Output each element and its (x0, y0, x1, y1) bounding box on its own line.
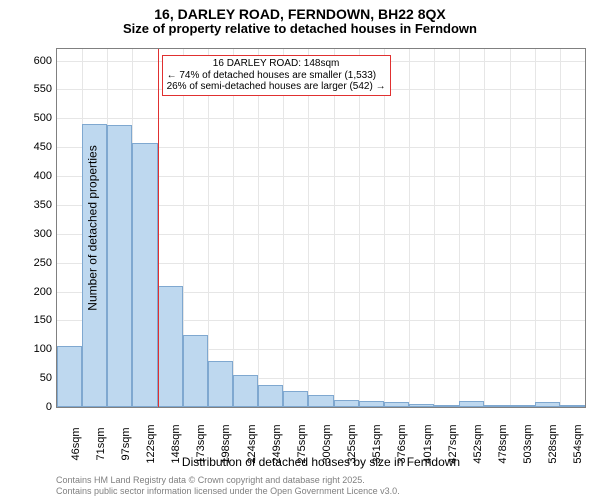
histogram-bar (183, 335, 208, 407)
title-line-2: Size of property relative to detached ho… (0, 22, 600, 37)
histogram-bar (384, 402, 409, 407)
histogram-bar (258, 385, 283, 407)
y-tick-label: 600 (34, 55, 52, 67)
x-tick-label: 401sqm (422, 424, 434, 463)
x-tick-label: 275sqm (296, 424, 308, 463)
chart-container: 16, DARLEY ROAD, FERNDOWN, BH22 8QX Size… (0, 0, 600, 500)
x-tick-label: 173sqm (195, 424, 207, 463)
x-tick-label: 71sqm (95, 427, 107, 460)
footer-line-2: Contains public sector information licen… (56, 486, 400, 496)
histogram-bar (484, 405, 509, 407)
y-tick-label: 150 (34, 314, 52, 326)
grid-line-v (409, 49, 410, 407)
y-tick-label: 200 (34, 286, 52, 298)
x-tick-label: 427sqm (447, 424, 459, 463)
x-tick-label: 376sqm (396, 424, 408, 463)
y-tick-label: 250 (34, 257, 52, 269)
grid-line-v (510, 49, 511, 407)
y-tick-label: 350 (34, 199, 52, 211)
grid-line-h (57, 118, 585, 119)
grid-line-v (535, 49, 536, 407)
x-tick-label: 478sqm (497, 424, 509, 463)
callout-line-1: 16 DARLEY ROAD: 148sqm (167, 58, 386, 70)
y-tick-label: 50 (40, 372, 52, 384)
grid-line-v (258, 49, 259, 407)
histogram-bar (560, 405, 585, 407)
histogram-bar (434, 405, 459, 407)
x-tick-label: 503sqm (522, 424, 534, 463)
grid-line-v (308, 49, 309, 407)
histogram-bar (308, 395, 333, 407)
histogram-bar (57, 346, 82, 407)
x-tick-label: 249sqm (271, 424, 283, 463)
grid-line-v (560, 49, 561, 407)
x-tick-label: 300sqm (321, 424, 333, 463)
x-tick-label: 554sqm (572, 424, 584, 463)
x-tick-label: 148sqm (170, 424, 182, 463)
callout-line-3: 26% of semi-detached houses are larger (… (167, 81, 386, 93)
histogram-bar (107, 125, 132, 407)
grid-line-v (359, 49, 360, 407)
y-tick-label: 300 (34, 228, 52, 240)
plot-area: 16 DARLEY ROAD: 148sqm← 74% of detached … (56, 48, 586, 408)
grid-line-v (459, 49, 460, 407)
footer-line-1: Contains HM Land Registry data © Crown c… (56, 475, 400, 485)
x-tick-label: 325sqm (346, 424, 358, 463)
footer-credits: Contains HM Land Registry data © Crown c… (56, 475, 400, 496)
histogram-bar (510, 405, 535, 407)
y-tick-label: 450 (34, 141, 52, 153)
y-axis-label: Number of detached properties (86, 145, 100, 310)
histogram-bar (409, 404, 434, 407)
grid-line-v (208, 49, 209, 407)
callout-line-2: ← 74% of detached houses are smaller (1,… (167, 70, 386, 82)
highlight-callout: 16 DARLEY ROAD: 148sqm← 74% of detached … (162, 55, 391, 96)
grid-line-v (233, 49, 234, 407)
histogram-bar (535, 402, 560, 407)
x-tick-label: 224sqm (246, 424, 258, 463)
y-tick-label: 400 (34, 170, 52, 182)
x-tick-label: 351sqm (371, 424, 383, 463)
grid-line-v (434, 49, 435, 407)
x-tick-label: 528sqm (547, 424, 559, 463)
x-tick-label: 46sqm (70, 427, 82, 460)
title-line-1: 16, DARLEY ROAD, FERNDOWN, BH22 8QX (0, 6, 600, 22)
x-tick-label: 198sqm (220, 424, 232, 463)
grid-line-v (384, 49, 385, 407)
histogram-bar (359, 401, 384, 407)
x-tick-label: 452sqm (472, 424, 484, 463)
y-tick-label: 0 (46, 401, 52, 413)
chart-title: 16, DARLEY ROAD, FERNDOWN, BH22 8QX Size… (0, 6, 600, 37)
histogram-bar (459, 401, 484, 407)
histogram-bar (334, 400, 359, 407)
histogram-bar (283, 391, 308, 407)
x-tick-label: 97sqm (120, 427, 132, 460)
histogram-bar (208, 361, 233, 407)
histogram-bar (132, 143, 157, 407)
y-tick-label: 500 (34, 112, 52, 124)
grid-line-v (334, 49, 335, 407)
highlight-marker-line (158, 49, 159, 407)
histogram-bar (233, 375, 258, 407)
x-tick-label: 122sqm (145, 424, 157, 463)
grid-line-v (484, 49, 485, 407)
y-tick-label: 100 (34, 343, 52, 355)
histogram-bar (158, 286, 183, 407)
grid-line-v (283, 49, 284, 407)
y-tick-label: 550 (34, 83, 52, 95)
